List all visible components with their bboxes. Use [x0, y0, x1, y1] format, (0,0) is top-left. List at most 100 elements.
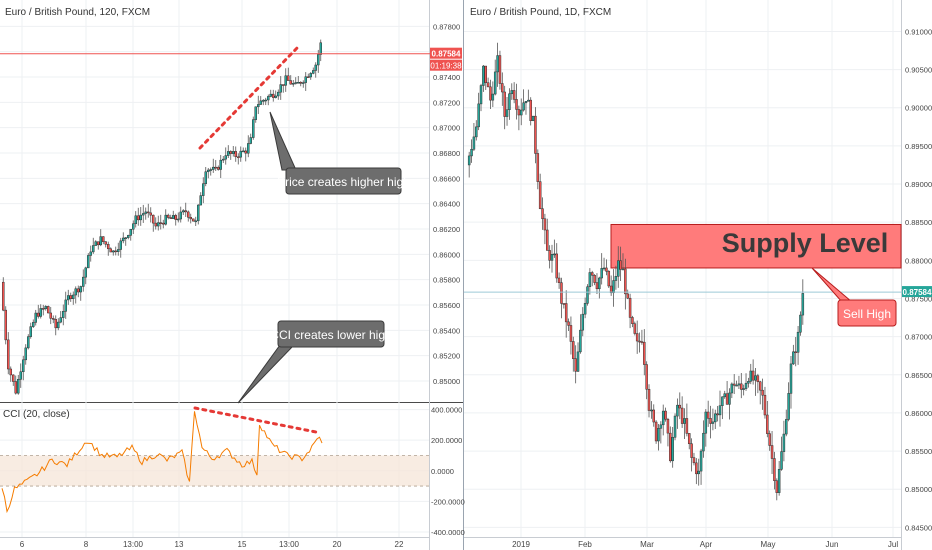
left-candle — [199, 195, 202, 206]
left-candle — [182, 210, 185, 213]
right-price-tick-label: 0.90000 — [905, 104, 932, 113]
left-candle — [249, 137, 252, 144]
right-candle — [624, 268, 627, 295]
left-time-axis: 6 8 13:00 13 15 13:00 20 22 — [20, 540, 404, 549]
right-candle — [680, 407, 684, 424]
right-candle — [654, 421, 658, 442]
right-candle — [529, 99, 532, 121]
left-candle — [194, 220, 197, 223]
left-candle — [129, 228, 132, 236]
right-candle — [581, 313, 585, 331]
left-price-tick-label: 0.86000 — [433, 250, 460, 259]
left-price-tick-label: 0.86800 — [433, 149, 460, 158]
left-candle — [214, 166, 217, 169]
right-candle — [614, 276, 618, 281]
right-candle — [742, 388, 745, 390]
right-candle — [590, 272, 594, 276]
left-candle — [259, 100, 262, 105]
left-candle — [162, 222, 165, 225]
left-candle — [244, 150, 247, 154]
right-candle — [718, 405, 722, 416]
right-candle — [709, 418, 712, 424]
right-candle — [572, 341, 575, 359]
right-candle — [768, 433, 771, 446]
left-candle — [267, 96, 270, 101]
right-price-tick-label: 0.89500 — [905, 142, 932, 151]
right-candle — [484, 65, 487, 83]
left-candle — [192, 218, 195, 222]
left-candle — [37, 312, 40, 317]
right-candles — [467, 42, 805, 501]
left-candle — [2, 281, 5, 311]
left-candle — [109, 248, 112, 253]
left-candle — [304, 76, 307, 83]
right-candle — [647, 388, 651, 411]
right-candle — [643, 341, 646, 365]
right-candle — [706, 411, 710, 419]
right-price-tick-label: 0.84500 — [905, 523, 932, 532]
right-candle — [725, 393, 729, 405]
left-candle — [209, 169, 212, 171]
left-price-tick-label: 0.85200 — [433, 352, 460, 361]
right-candle — [773, 458, 776, 481]
right-candle — [664, 410, 667, 420]
right-candle — [605, 267, 608, 272]
right-candle — [657, 428, 660, 442]
left-candle — [39, 308, 42, 317]
left-candle — [279, 84, 282, 93]
right-candle — [777, 469, 781, 493]
left-candle — [94, 241, 97, 246]
left-candle — [149, 212, 152, 216]
right-candle — [794, 351, 797, 354]
right-candle — [588, 272, 592, 288]
right-candle — [756, 375, 760, 383]
right-candle — [669, 432, 672, 462]
right-price-tick-label: 0.87500 — [905, 294, 932, 303]
right-candle — [695, 462, 698, 475]
right-candle — [678, 404, 682, 409]
left-candle — [234, 151, 237, 158]
left-time-tick-label: 20 — [333, 540, 342, 549]
right-candle — [531, 115, 535, 121]
cci-tick-label: 400.0000 — [431, 406, 462, 415]
right-time-tick-label: May — [760, 540, 775, 549]
left-candle — [12, 374, 15, 382]
lower-high-callout-box — [277, 320, 385, 348]
right-candle — [740, 383, 743, 390]
left-candle — [14, 381, 17, 394]
left-candle — [159, 222, 162, 224]
right-candle — [548, 250, 551, 261]
right-candle — [550, 253, 554, 261]
left-candle — [299, 82, 302, 84]
right-candle — [702, 432, 705, 452]
right-price-tick-label: 0.85000 — [905, 485, 932, 494]
right-chart-title: Euro / British Pound, 1D, FXCM — [470, 7, 611, 18]
right-candle — [730, 383, 734, 394]
right-price-badge — [902, 286, 932, 298]
right-candle — [723, 393, 726, 398]
left-price-badge — [430, 47, 462, 59]
right-candle — [557, 277, 561, 283]
right-candle — [763, 394, 767, 416]
left-price-tick-label: 0.86600 — [433, 174, 460, 183]
right-candle — [505, 109, 509, 117]
right-candle — [638, 340, 641, 343]
right-candle — [512, 90, 516, 100]
left-candle — [269, 93, 272, 97]
right-candle — [782, 433, 786, 452]
left-candle — [47, 306, 50, 314]
left-candle — [174, 215, 177, 220]
left-candle — [312, 70, 315, 74]
left-candle — [97, 241, 100, 246]
cci-tick-label: 200.0000 — [431, 436, 462, 445]
cci-axis: 400.0000 200.0000 0.0000 -200.0000 -400.0000 — [431, 406, 465, 537]
left-candle — [219, 159, 222, 170]
right-candle — [482, 65, 485, 86]
left-candle — [157, 222, 160, 227]
right-candle — [493, 71, 497, 95]
lower-high-callout-text: CCI creates lower high — [270, 328, 391, 342]
right-candle — [508, 93, 511, 110]
right-candle — [692, 457, 696, 464]
right-candle — [553, 253, 556, 256]
right-candle — [799, 314, 802, 333]
